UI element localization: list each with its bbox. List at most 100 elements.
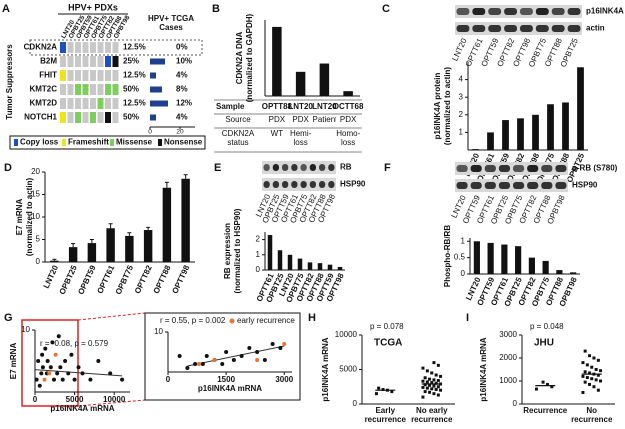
blot-band: [527, 182, 538, 189]
point: [437, 394, 440, 397]
x-tick-label: 0: [33, 395, 38, 404]
label-box: HPV+ TCGA Cases: [140, 14, 202, 36]
x-tick-label: 1500: [217, 375, 235, 384]
panel-label: E: [214, 162, 221, 174]
point: [38, 384, 42, 388]
value-label: 8%: [176, 85, 188, 94]
mutation-cell: [83, 112, 89, 123]
blot-band: [457, 182, 468, 189]
mutation-cell: [90, 98, 96, 109]
point: [430, 371, 433, 374]
blot-band: [457, 8, 470, 15]
bar: [150, 115, 156, 121]
x-tick-label: 0: [166, 375, 171, 384]
blot-band: [552, 25, 565, 32]
point: [430, 387, 433, 390]
blot-band: [310, 164, 316, 171]
y-axis-label: p16INK4A mRNA: [479, 337, 488, 401]
point: [232, 358, 236, 362]
bar: [181, 179, 189, 262]
bar: [268, 235, 273, 270]
mutation-cell: [83, 42, 89, 53]
blot-band: [513, 165, 524, 172]
panel-label: A: [2, 3, 10, 15]
y-tick-label: 4: [459, 75, 464, 84]
point: [584, 381, 587, 384]
x-tick-label: No early recurrence: [409, 406, 456, 424]
y-axis-label: (normalized to actin): [443, 67, 452, 146]
mutation-cell: [105, 112, 111, 123]
y-axis-label: E7 mRNA: [15, 199, 24, 236]
label-box: Homo-loss: [336, 129, 360, 153]
bar: [562, 102, 569, 150]
table-cell: WT: [265, 129, 289, 138]
mutation-cell: [75, 42, 81, 53]
point: [584, 370, 587, 373]
bar: [474, 241, 480, 274]
mutation-cell: [75, 56, 81, 67]
x-tick-label: Early recurrence: [362, 406, 409, 424]
point: [586, 376, 589, 379]
blot-band: [488, 25, 501, 32]
zoom-box: [22, 320, 78, 406]
point: [590, 366, 593, 369]
point: [271, 342, 275, 346]
bar: [106, 228, 114, 262]
label-box: PDX: [336, 115, 360, 129]
annotation: p = 0.048: [530, 322, 564, 331]
blot-band: [301, 181, 307, 188]
y-axis-label: CDKN2A DNA: [235, 31, 244, 84]
point: [43, 378, 47, 382]
bar: [125, 236, 133, 262]
panel-label: I: [466, 312, 469, 324]
y-axis-label: E7 mRNA: [9, 343, 18, 380]
blot-band: [504, 8, 517, 15]
mutation-cell: [113, 70, 119, 81]
x-tick-label: 20: [176, 129, 184, 136]
label-box: CDKN2A status: [214, 129, 262, 153]
point: [63, 359, 67, 363]
point: [586, 363, 589, 366]
value-label: 0%: [176, 43, 188, 52]
y-tick-label: 2: [459, 110, 464, 119]
y-tick-label: 1: [459, 128, 464, 137]
blot-band: [319, 164, 325, 171]
pdx-frequency: 12.5%: [123, 71, 146, 80]
blot-band: [328, 164, 334, 171]
point: [185, 366, 189, 370]
legend-marker: [230, 319, 235, 324]
point: [597, 389, 600, 392]
mutation-cell: [60, 84, 66, 95]
mutation-cell: [60, 56, 66, 67]
mutation-cell: [75, 70, 81, 81]
subtitle: JHU: [534, 338, 554, 349]
bar: [50, 261, 58, 262]
blot-band: [499, 165, 510, 172]
point: [426, 380, 429, 383]
point: [178, 354, 182, 358]
point: [421, 386, 424, 389]
point: [66, 371, 70, 375]
point: [41, 365, 45, 369]
point: [282, 342, 286, 346]
x-tick-label: 5000: [66, 395, 84, 404]
mutation-cell: [83, 56, 89, 67]
label-box: PDX: [265, 115, 289, 129]
point: [581, 375, 584, 378]
title: HPV+ PDXs: [68, 2, 118, 12]
y-tick-label: 2000: [499, 353, 517, 362]
panel-label: G: [4, 312, 13, 324]
blot-band: [527, 165, 538, 172]
blot-band: [273, 181, 279, 188]
bar: [472, 149, 479, 150]
pdx-frequency: 12.5%: [123, 99, 146, 108]
legend-label: Missense: [116, 138, 153, 147]
point: [58, 365, 62, 369]
mutation-cell: [90, 112, 96, 123]
blot-band: [472, 8, 485, 15]
bar: [88, 243, 96, 262]
point: [581, 361, 584, 364]
point: [424, 390, 427, 393]
blot-band: [319, 181, 325, 188]
point: [428, 378, 431, 381]
